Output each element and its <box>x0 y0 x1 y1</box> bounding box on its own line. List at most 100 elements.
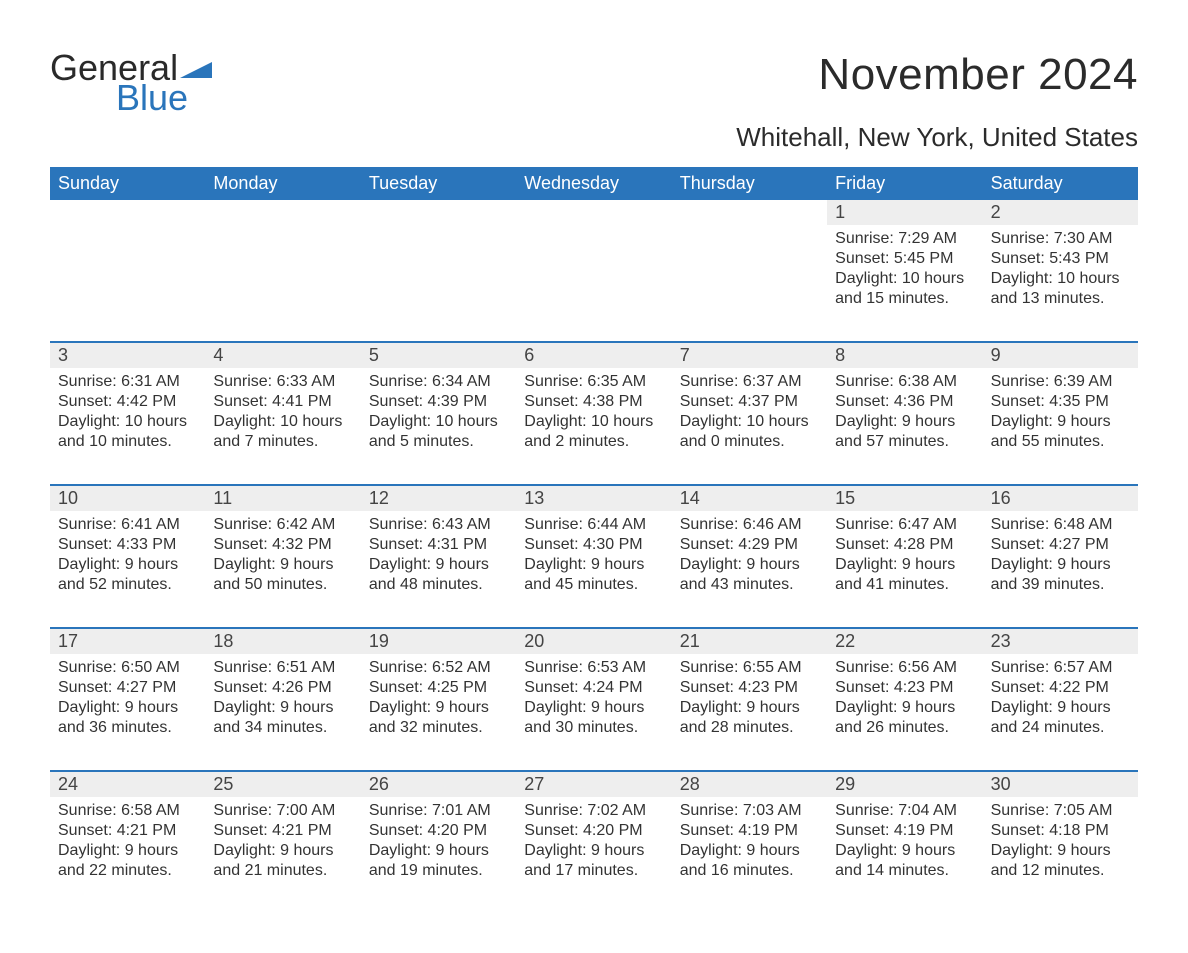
weekday-header: Sunday <box>50 167 205 200</box>
day-info: Sunrise: 6:44 AMSunset: 4:30 PMDaylight:… <box>524 515 663 595</box>
day-number: 5 <box>369 345 379 365</box>
calendar-cell: 13 Sunrise: 6:44 AMSunset: 4:30 PMDayligh… <box>516 484 671 627</box>
calendar-cell: 8Sunrise: 6:38 AMSunset: 4:36 PMDaylight… <box>827 341 982 484</box>
day-number-band: 1 <box>827 200 982 225</box>
sunset-text: Sunset: 4:27 PM <box>991 535 1130 555</box>
day-number-band: 27 <box>516 772 671 797</box>
sunset-text: Sunset: 4:29 PM <box>680 535 819 555</box>
day-info: Sunrise: 6:56 AMSunset: 4:23 PMDaylight:… <box>835 658 974 738</box>
daylight-text: Daylight: 9 hours and 34 minutes. <box>213 698 352 738</box>
calendar-cell: 22 Sunrise: 6:56 AMSunset: 4:23 PMDayligh… <box>827 627 982 770</box>
day-info: Sunrise: 6:48 AMSunset: 4:27 PMDaylight:… <box>991 515 1130 595</box>
weekday-header: Thursday <box>672 167 827 200</box>
day-number-band: 16 <box>983 486 1138 511</box>
sunrise-text: Sunrise: 7:30 AM <box>991 229 1130 249</box>
sunrise-text: Sunrise: 7:04 AM <box>835 801 974 821</box>
day-info: Sunrise: 6:38 AMSunset: 4:36 PMDaylight:… <box>835 372 974 452</box>
sunset-text: Sunset: 4:33 PM <box>58 535 197 555</box>
day-info: Sunrise: 7:30 AMSunset: 5:43 PMDaylight:… <box>991 229 1130 309</box>
sunrise-text: Sunrise: 6:38 AM <box>835 372 974 392</box>
sunset-text: Sunset: 4:28 PM <box>835 535 974 555</box>
sunset-text: Sunset: 4:30 PM <box>524 535 663 555</box>
day-number: 23 <box>991 631 1011 651</box>
calendar-cell: 14 Sunrise: 6:46 AMSunset: 4:29 PMDayligh… <box>672 484 827 627</box>
sunrise-text: Sunrise: 6:44 AM <box>524 515 663 535</box>
calendar-cell <box>672 200 827 341</box>
sunrise-text: Sunrise: 6:56 AM <box>835 658 974 678</box>
sunset-text: Sunset: 4:19 PM <box>680 821 819 841</box>
day-info: Sunrise: 6:50 AMSunset: 4:27 PMDaylight:… <box>58 658 197 738</box>
sunset-text: Sunset: 4:25 PM <box>369 678 508 698</box>
day-number-band: 17 <box>50 629 205 654</box>
daylight-text: Daylight: 10 hours and 15 minutes. <box>835 269 974 309</box>
sunset-text: Sunset: 4:20 PM <box>369 821 508 841</box>
day-number: 24 <box>58 774 78 794</box>
day-number-band: 13 <box>516 486 671 511</box>
day-number-band: 5 <box>361 343 516 368</box>
logo-word-blue: Blue <box>116 80 212 116</box>
sunrise-text: Sunrise: 6:43 AM <box>369 515 508 535</box>
calendar-cell: 27Sunrise: 7:02 AMSunset: 4:20 PMDayligh… <box>516 770 671 913</box>
day-number-band: 12 <box>361 486 516 511</box>
day-number: 17 <box>58 631 78 651</box>
sunrise-text: Sunrise: 6:41 AM <box>58 515 197 535</box>
day-number: 14 <box>680 488 700 508</box>
logo-flag-icon <box>180 52 212 80</box>
day-info: Sunrise: 7:01 AMSunset: 4:20 PMDaylight:… <box>369 801 508 881</box>
day-info: Sunrise: 7:03 AMSunset: 4:19 PMDaylight:… <box>680 801 819 881</box>
day-number: 13 <box>524 488 544 508</box>
weekday-header: Tuesday <box>361 167 516 200</box>
calendar-cell: 10Sunrise: 6:41 AMSunset: 4:33 PMDayligh… <box>50 484 205 627</box>
daylight-text: Daylight: 9 hours and 32 minutes. <box>369 698 508 738</box>
calendar-cell: 26Sunrise: 7:01 AMSunset: 4:20 PMDayligh… <box>361 770 516 913</box>
day-info: Sunrise: 6:46 AMSunset: 4:29 PMDaylight:… <box>680 515 819 595</box>
calendar-cell: 28 Sunrise: 7:03 AMSunset: 4:19 PMDayligh… <box>672 770 827 913</box>
day-info: Sunrise: 6:31 AMSunset: 4:42 PMDaylight:… <box>58 372 197 452</box>
sunset-text: Sunset: 4:20 PM <box>524 821 663 841</box>
day-info: Sunrise: 6:42 AMSunset: 4:32 PMDaylight:… <box>213 515 352 595</box>
calendar-cell: 24 Sunrise: 6:58 AMSunset: 4:21 PMDayligh… <box>50 770 205 913</box>
day-number-band: 21 <box>672 629 827 654</box>
day-number-band: 23 <box>983 629 1138 654</box>
calendar-cell <box>361 200 516 341</box>
daylight-text: Daylight: 10 hours and 13 minutes. <box>991 269 1130 309</box>
day-number-band: 22 <box>827 629 982 654</box>
sunrise-text: Sunrise: 6:57 AM <box>991 658 1130 678</box>
sunrise-text: Sunrise: 6:58 AM <box>58 801 197 821</box>
calendar-cell: 17 Sunrise: 6:50 AMSunset: 4:27 PMDayligh… <box>50 627 205 770</box>
day-number: 16 <box>991 488 1011 508</box>
day-number-band: 30 <box>983 772 1138 797</box>
calendar-cell: 23 Sunrise: 6:57 AMSunset: 4:22 PMDayligh… <box>983 627 1138 770</box>
sunset-text: Sunset: 4:21 PM <box>213 821 352 841</box>
calendar-cell: 4Sunrise: 6:33 AMSunset: 4:41 PMDaylight… <box>205 341 360 484</box>
day-info: Sunrise: 6:57 AMSunset: 4:22 PMDaylight:… <box>991 658 1130 738</box>
day-number-band <box>516 200 671 204</box>
day-info: Sunrise: 6:58 AMSunset: 4:21 PMDaylight:… <box>58 801 197 881</box>
sunrise-text: Sunrise: 6:50 AM <box>58 658 197 678</box>
sunrise-text: Sunrise: 6:37 AM <box>680 372 819 392</box>
day-info: Sunrise: 6:55 AMSunset: 4:23 PMDaylight:… <box>680 658 819 738</box>
day-number: 4 <box>213 345 223 365</box>
day-number-band: 28 <box>672 772 827 797</box>
logo: General Blue <box>50 50 212 116</box>
weekday-header: Saturday <box>983 167 1138 200</box>
daylight-text: Daylight: 9 hours and 16 minutes. <box>680 841 819 881</box>
daylight-text: Daylight: 9 hours and 21 minutes. <box>213 841 352 881</box>
calendar-cell: 11Sunrise: 6:42 AMSunset: 4:32 PMDayligh… <box>205 484 360 627</box>
sunrise-text: Sunrise: 6:31 AM <box>58 372 197 392</box>
daylight-text: Daylight: 9 hours and 39 minutes. <box>991 555 1130 595</box>
day-number-band: 9 <box>983 343 1138 368</box>
day-number: 15 <box>835 488 855 508</box>
daylight-text: Daylight: 9 hours and 41 minutes. <box>835 555 974 595</box>
day-info: Sunrise: 7:05 AMSunset: 4:18 PMDaylight:… <box>991 801 1130 881</box>
sunset-text: Sunset: 4:31 PM <box>369 535 508 555</box>
day-number-band: 10 <box>50 486 205 511</box>
sunrise-text: Sunrise: 6:35 AM <box>524 372 663 392</box>
sunrise-text: Sunrise: 7:03 AM <box>680 801 819 821</box>
daylight-text: Daylight: 10 hours and 2 minutes. <box>524 412 663 452</box>
sunrise-text: Sunrise: 6:55 AM <box>680 658 819 678</box>
weekday-header: Friday <box>827 167 982 200</box>
daylight-text: Daylight: 10 hours and 7 minutes. <box>213 412 352 452</box>
sunrise-text: Sunrise: 6:39 AM <box>991 372 1130 392</box>
sunrise-text: Sunrise: 7:00 AM <box>213 801 352 821</box>
